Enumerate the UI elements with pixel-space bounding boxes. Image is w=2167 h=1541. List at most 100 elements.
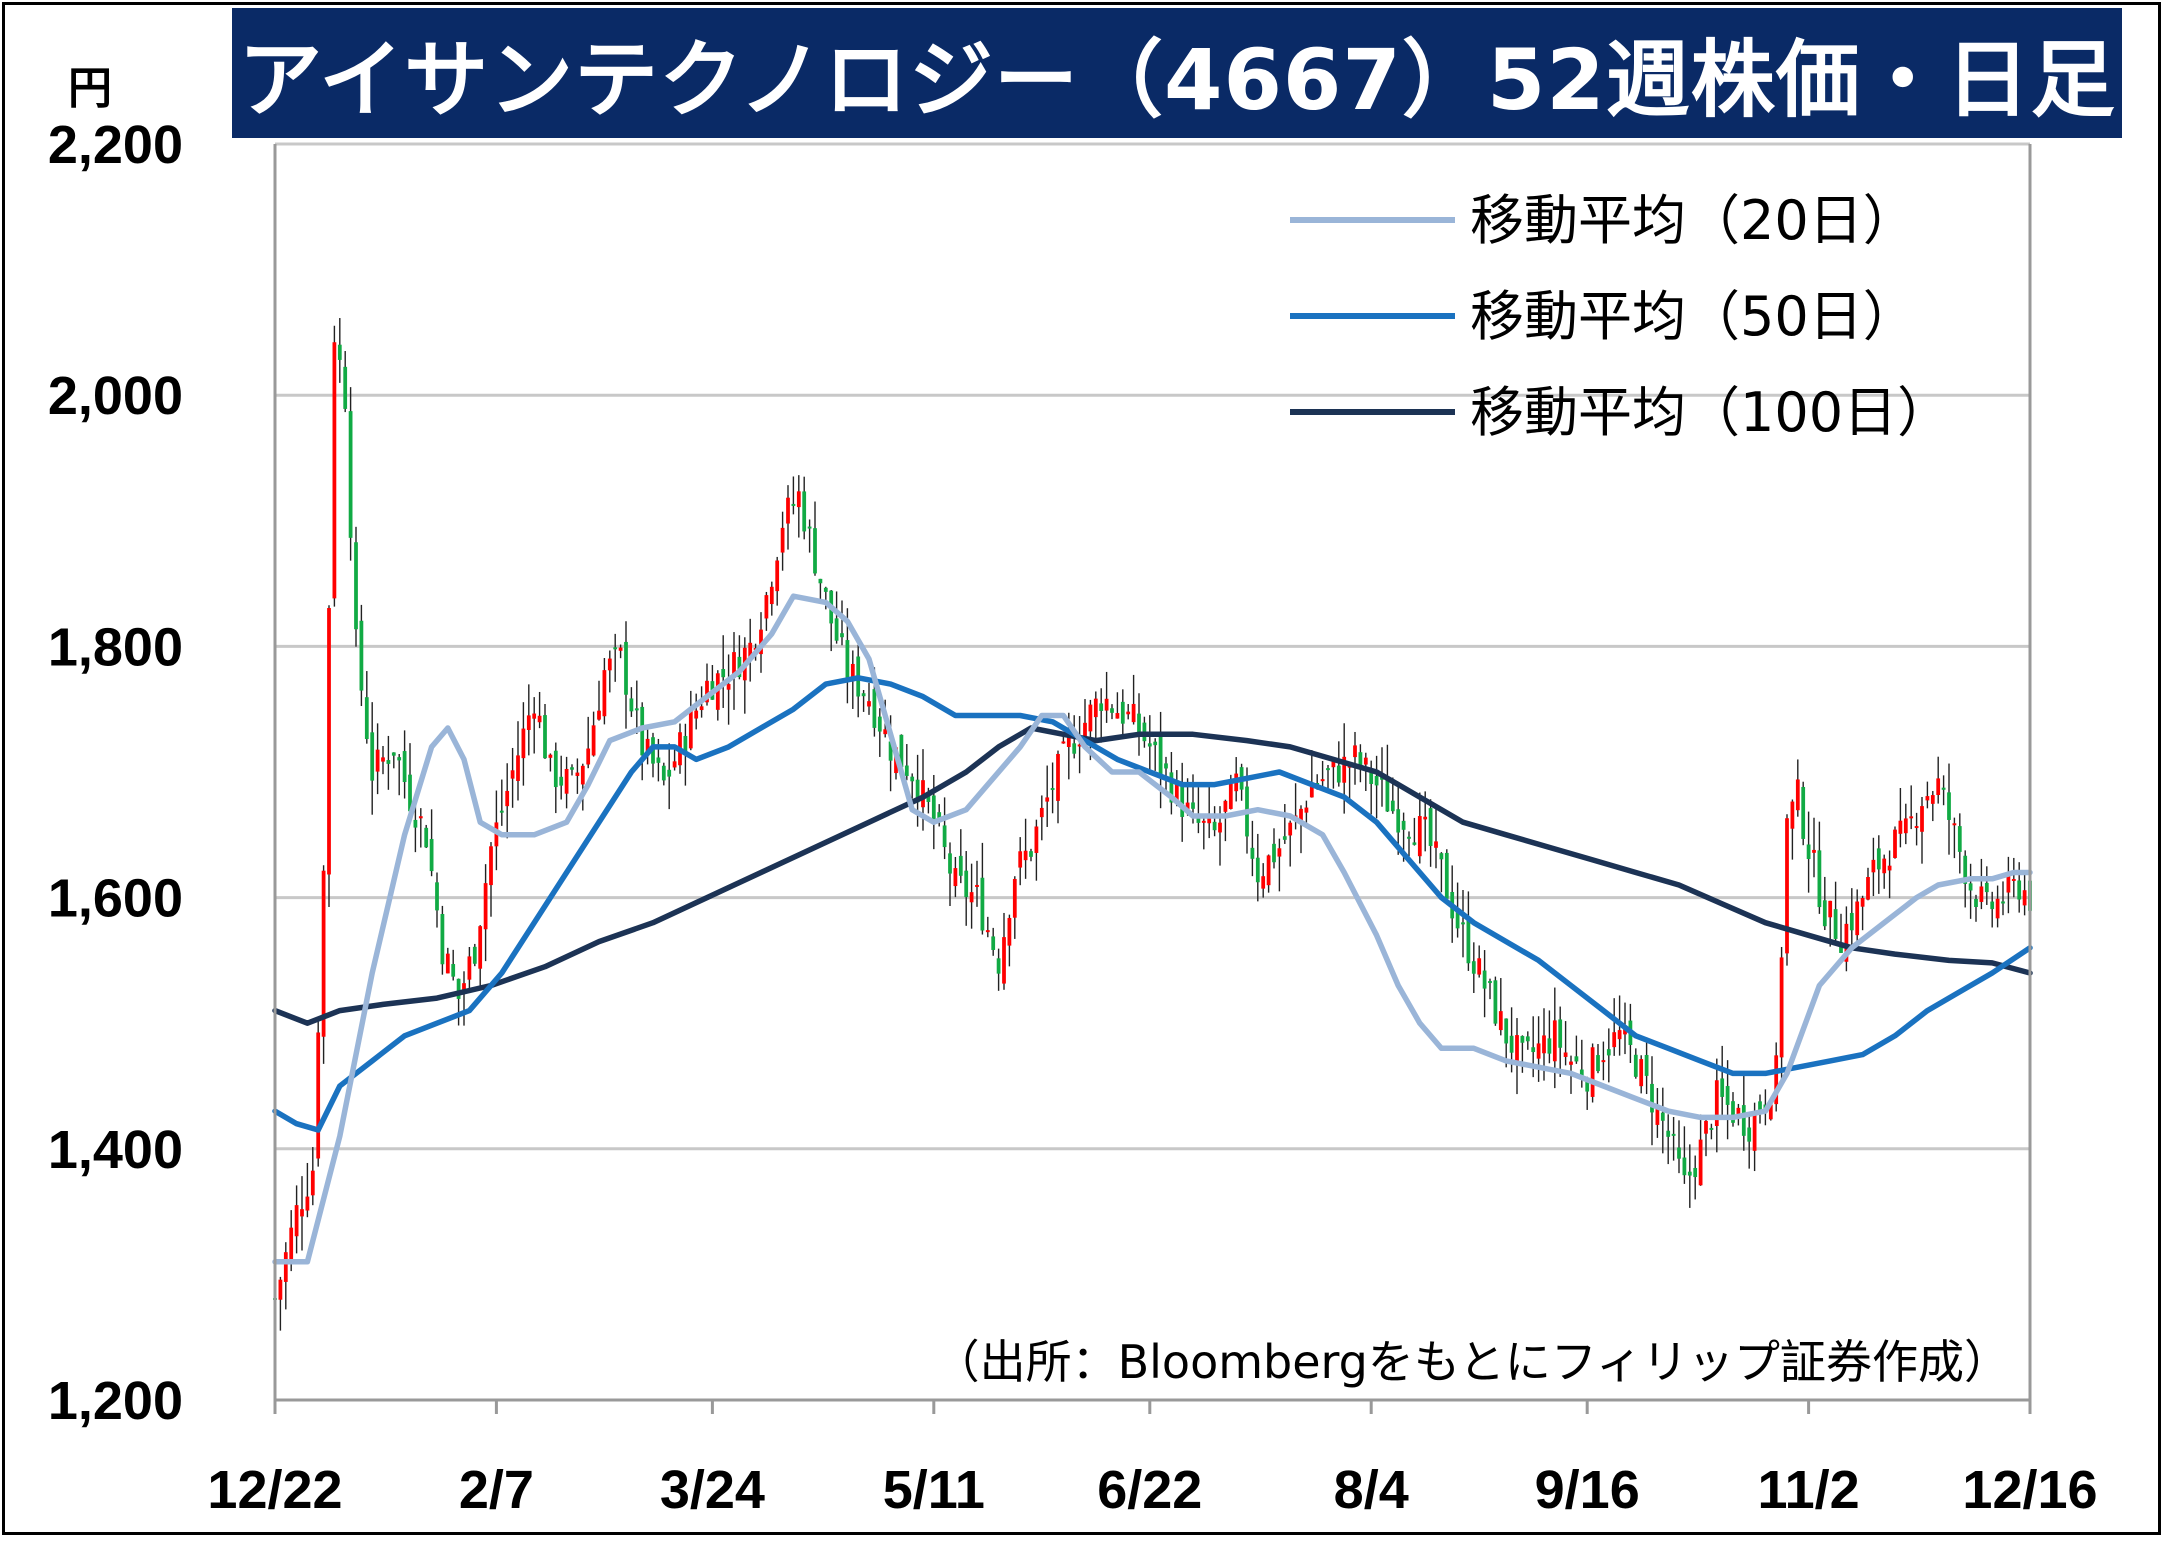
candle-up — [645, 738, 650, 753]
candle-up — [580, 765, 585, 785]
candle-down — [1747, 1127, 1752, 1142]
candle-up — [1736, 1107, 1741, 1115]
candle-down — [1963, 855, 1968, 884]
candle-down — [1326, 768, 1330, 771]
candle-down — [1574, 1056, 1579, 1062]
legend-label: 移動平均（50日） — [1470, 285, 1917, 348]
candle-up — [786, 497, 790, 524]
candle-down — [424, 827, 429, 848]
candle-down — [1461, 922, 1465, 925]
candle-up — [1320, 779, 1325, 782]
candle-down — [721, 669, 726, 678]
candle-up — [1860, 898, 1865, 907]
candle-up — [1569, 1061, 1573, 1065]
candle-up — [1423, 816, 1428, 820]
candle-down — [737, 656, 742, 678]
candle-down — [948, 853, 952, 874]
candle-up — [602, 670, 607, 717]
candle-down — [1390, 800, 1395, 812]
candle-down — [964, 870, 969, 898]
candle-up — [1056, 753, 1060, 801]
candle-down — [1725, 1086, 1730, 1105]
candle-up — [780, 527, 785, 553]
candle-down — [1272, 843, 1276, 863]
candle-up — [1920, 806, 1924, 832]
candle-up — [418, 816, 423, 819]
candle-down — [1947, 792, 1951, 820]
candle-up — [2022, 890, 2027, 906]
candle-up — [1498, 1011, 1503, 1031]
candle-down — [683, 735, 688, 752]
candle-up — [1552, 1020, 1557, 1062]
candle-up — [1855, 901, 1860, 936]
candle-up — [1023, 850, 1028, 861]
candle-down — [1633, 1054, 1638, 1077]
candle-down — [931, 795, 936, 823]
candle-down — [1687, 1171, 1692, 1176]
candle-down — [337, 344, 342, 360]
candle-up — [1299, 808, 1303, 823]
candle-up — [591, 725, 596, 756]
candle-down — [408, 774, 412, 812]
x-tick-label: 12/16 — [1962, 1460, 2097, 1520]
candle-down — [354, 542, 358, 630]
candle-up — [607, 658, 612, 671]
candle-up — [1795, 779, 1800, 811]
candle-down — [1282, 836, 1287, 840]
candle-down — [1050, 788, 1055, 791]
candle-down — [802, 491, 807, 532]
candle-up — [1131, 703, 1136, 723]
candle-up — [1228, 779, 1233, 809]
candle-down — [391, 752, 396, 756]
candle-up — [732, 652, 736, 678]
candle-down — [1531, 1047, 1536, 1053]
candle-down — [1709, 1127, 1714, 1130]
candle-down — [1401, 820, 1406, 830]
candle-up — [1185, 802, 1190, 812]
candle-up — [764, 595, 769, 619]
candle-down — [1153, 741, 1158, 746]
candle-up — [699, 706, 704, 711]
ma50-line — [272, 675, 2033, 1133]
candle-up — [1066, 736, 1071, 748]
candle-up — [1601, 1060, 1606, 1063]
candle-down — [435, 882, 439, 911]
candle-up — [759, 629, 763, 655]
x-tick-label: 12/22 — [207, 1460, 342, 1520]
candle-up — [1104, 698, 1109, 711]
y-tick-label: 1,600 — [48, 869, 183, 929]
candle-up — [489, 846, 493, 886]
candle-up — [1309, 784, 1314, 798]
y-tick-label: 1,800 — [48, 617, 183, 677]
candle-up — [310, 1170, 315, 1196]
candle-down — [370, 732, 375, 781]
candle-down — [499, 810, 504, 813]
chart-title: アイサンテクノロジー（4667）52週株価・日足 — [232, 8, 2122, 138]
candle-up — [445, 953, 450, 974]
candle-up — [1898, 820, 1903, 834]
candle-up — [332, 342, 337, 599]
candle-down — [553, 750, 558, 788]
candle-down — [1212, 821, 1217, 831]
ma100-line — [272, 725, 2033, 1026]
candle-down — [1120, 701, 1125, 724]
candle-up — [1925, 796, 1930, 801]
candle-down — [1984, 882, 1989, 893]
candle-down — [1164, 763, 1168, 769]
candle-up — [1768, 1104, 1773, 1120]
candle-down — [1968, 883, 1973, 891]
x-tick-label: 3/24 — [660, 1460, 765, 1520]
candle-up — [564, 768, 569, 794]
candle-up — [1844, 923, 1849, 962]
candle-up — [1288, 822, 1293, 836]
candle-up — [575, 772, 580, 776]
candle-down — [1158, 734, 1163, 775]
candle-up — [2011, 878, 2016, 881]
candle-down — [1385, 779, 1390, 812]
candle-up — [1012, 878, 1017, 918]
candle-up — [1039, 807, 1044, 818]
candle-up — [1018, 851, 1023, 868]
candle-up — [1774, 1055, 1779, 1105]
